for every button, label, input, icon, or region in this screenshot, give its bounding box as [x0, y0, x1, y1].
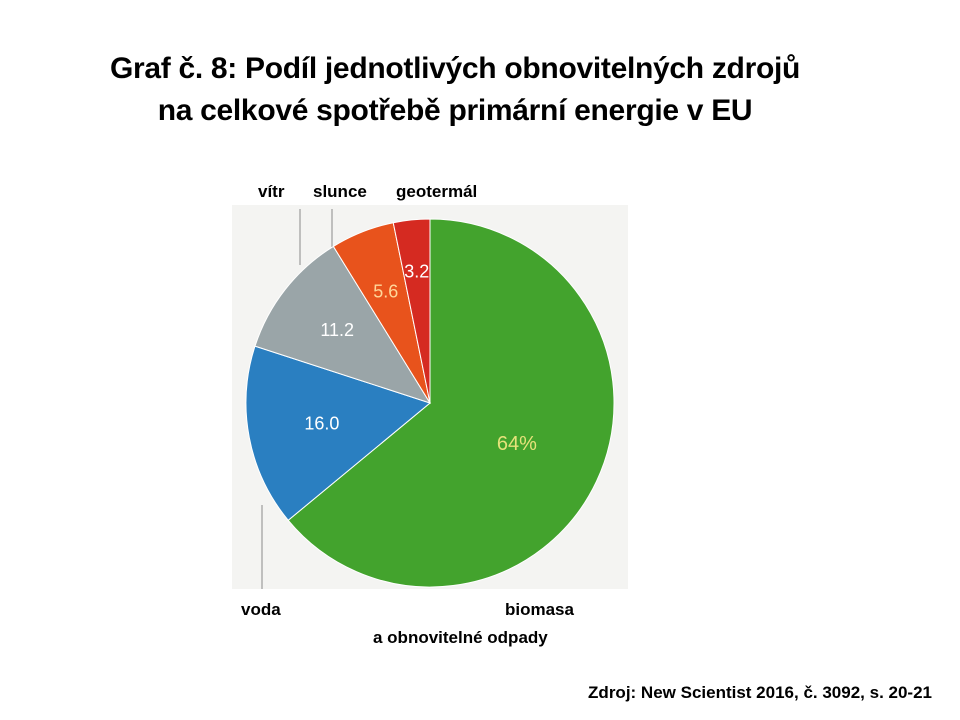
category-label-biomasa-line-2: a obnovitelné odpady [373, 628, 548, 647]
pie-slice-voda [245, 345, 432, 521]
slice-label-voda: 16.0 [304, 414, 339, 434]
source-note: Zdroj: New Scientist 2016, č. 3092, s. 2… [588, 683, 932, 702]
category-label-geotermal: geotermál [396, 182, 478, 201]
chart-title-line-2: na celkové spotřebě primární energie v E… [157, 94, 753, 127]
chart-title-line-1: Graf č. 8: Podíl jednotlivých obnoviteln… [109, 52, 801, 85]
chart-title: Graf č. 8: Podíl jednotlivých obnoviteln… [0, 48, 910, 132]
pie-slice-geotermal [392, 218, 431, 404]
slice-label-geotermal: 3.2 [404, 262, 429, 282]
slice-label-slunce: 5.6 [373, 281, 398, 301]
category-label-vitr: vítr [258, 182, 285, 201]
category-label-slunce: slunce [313, 182, 367, 201]
pie-slice-biomasa [287, 218, 615, 588]
category-label-biomasa: biomasa [505, 600, 574, 619]
category-label-voda: voda [241, 600, 281, 619]
slice-label-vitr: 11.2 [320, 320, 354, 340]
pie-slice-vitr [254, 245, 432, 404]
slice-label-biomasa: 64% [497, 433, 537, 455]
pie-chart-svg: 64% 16.0 11.2 5.6 3.2 [245, 209, 615, 589]
pie-chart: 64% 16.0 11.2 5.6 3.2 [232, 205, 628, 589]
